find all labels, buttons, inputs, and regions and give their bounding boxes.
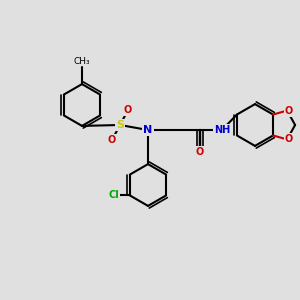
Text: O: O [124,105,132,115]
Text: O: O [196,147,204,157]
Text: O: O [108,135,116,145]
Text: NH: NH [214,125,230,135]
Text: S: S [116,120,124,130]
Text: Cl: Cl [109,190,119,200]
Text: O: O [285,134,293,144]
Text: O: O [285,106,293,116]
Text: N: N [143,125,153,135]
Text: CH₃: CH₃ [74,57,90,66]
